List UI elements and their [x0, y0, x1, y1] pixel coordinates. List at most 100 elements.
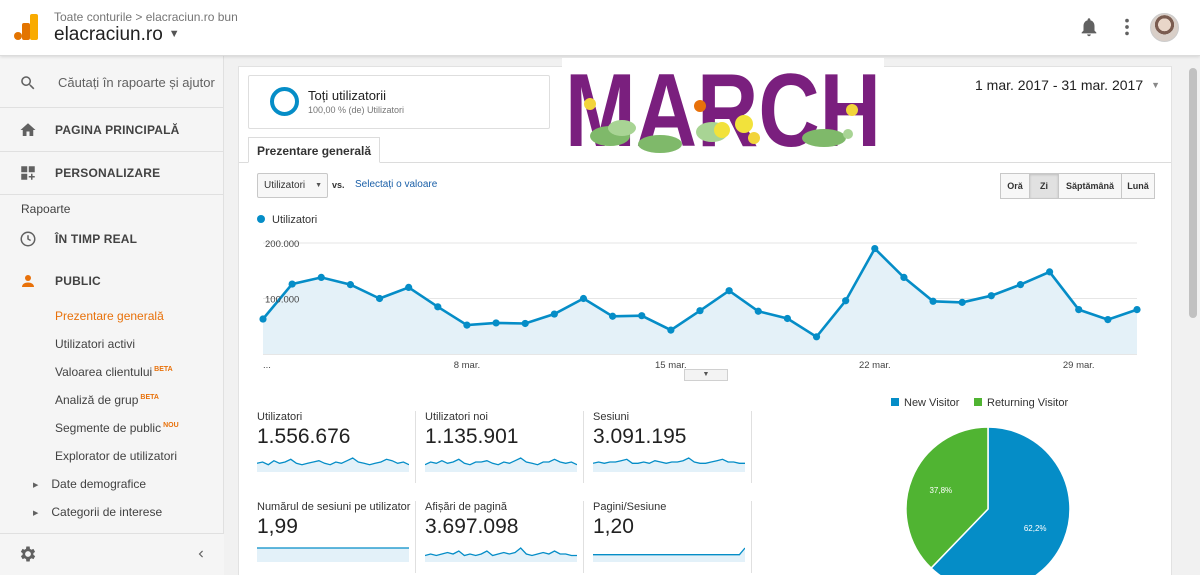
visitor-type-pie-chart: 62,2% 37,8%: [905, 426, 1071, 575]
pie-slice[interactable]: [905, 426, 989, 570]
scorecard[interactable]: Numărul de sesiuni pe utilizator 1,99: [257, 501, 417, 575]
date-range-label: 1 mar. 2017 - 31 mar. 2017: [975, 77, 1144, 93]
sidebar-subitem-lifetime-value[interactable]: Valoarea clientului BETA: [55, 365, 173, 379]
data-point: [754, 307, 762, 315]
chevron-left-icon[interactable]: [194, 546, 208, 562]
scorecard-label: Pagini/Sesiune: [593, 501, 667, 513]
data-point: [317, 273, 325, 282]
chart-toggle-button[interactable]: ▼: [684, 369, 728, 381]
sidebar-subitem-user-explorer[interactable]: Explorator de utilizatori: [55, 449, 178, 463]
chevron-down-icon: ▼: [315, 182, 322, 189]
page-scrollbar[interactable]: [1186, 56, 1200, 575]
metric-select[interactable]: Utilizatori ▼: [257, 173, 328, 198]
new-badge: NOU: [163, 422, 179, 429]
search-placeholder: Căutați în rapoarte și ajutor: [58, 75, 215, 90]
analytics-logo-icon[interactable]: [14, 14, 38, 40]
scorecard-label: Sesiuni: [593, 411, 630, 423]
scorecard-sparkline: [425, 457, 577, 472]
search-icon: [21, 76, 35, 90]
data-point: [1133, 306, 1141, 314]
data-point: [667, 326, 675, 334]
data-point: [783, 314, 792, 323]
pie-legend-returning[interactable]: Returning Visitor: [974, 397, 1068, 409]
x-tick-label: 15 mar.: [655, 360, 687, 371]
x-tick-label: 8 mar.: [454, 360, 480, 371]
sparkline-line: [425, 457, 577, 466]
sparkline-area: [257, 548, 409, 562]
pie-legend-new[interactable]: New Visitor: [891, 397, 959, 409]
data-point: [1046, 268, 1054, 276]
account-selector[interactable]: elacraciun.ro ▼: [54, 24, 180, 46]
scorecard-value: 1.135.901: [425, 425, 519, 448]
data-point: [812, 333, 821, 341]
scorecard[interactable]: Utilizatori noi 1.135.901: [425, 411, 585, 489]
sparkline-line: [593, 547, 745, 556]
tab-strip: [239, 162, 1171, 163]
data-point: [638, 312, 646, 320]
avatar[interactable]: [1150, 13, 1179, 42]
sidebar-item-realtime[interactable]: ÎN TIMP REAL: [0, 218, 224, 260]
pie-slice-label: 37,8%: [929, 486, 952, 495]
sparkline-area: [425, 548, 577, 562]
segment-selector[interactable]: Toți utilizatorii 100,00 % (de) Utilizat…: [248, 75, 550, 129]
sidebar-subitem-label: Segmente de public: [55, 421, 162, 435]
person-icon: [22, 275, 34, 287]
series-legend-label[interactable]: Utilizatori: [272, 214, 318, 226]
data-point: [1075, 306, 1083, 314]
sidebar-search[interactable]: Căutați în rapoarte și ajutor: [0, 56, 224, 108]
sidebar-item-label: PAGINA PRINCIPALĂ: [55, 123, 180, 137]
sidebar-subitem-overview[interactable]: Prezentare generală: [55, 309, 164, 323]
sidebar-item-home[interactable]: PAGINA PRINCIPALĂ: [0, 109, 224, 151]
banner-title: MARCH: [565, 58, 881, 162]
scorecard-label: Utilizatori: [257, 411, 303, 423]
data-point: [463, 321, 471, 329]
sparkline-area: [257, 458, 409, 472]
date-range-picker[interactable]: 1 mar. 2017 - 31 mar. 2017 ▼: [975, 77, 1160, 93]
sidebar-subitem-label: Valoarea clientului: [55, 365, 153, 379]
account-name: elacraciun.ro: [54, 24, 163, 45]
scorecard-sparkline: [593, 457, 745, 472]
home-icon: [20, 123, 36, 136]
sidebar: Căutați în rapoarte și ajutor PAGINA PRI…: [0, 56, 224, 575]
scorecard-value: 3.091.195: [593, 425, 687, 448]
select-comparison-link[interactable]: Selectați o valoare: [355, 179, 438, 190]
sidebar-subitem-cohort[interactable]: Analiză de grup BETA: [55, 393, 159, 407]
sidebar-item-audience[interactable]: PUBLIC: [0, 260, 224, 302]
scorecard[interactable]: Afișări de pagină 3.697.098: [425, 501, 585, 575]
sidebar-subitem-label: Date demografice: [51, 477, 147, 491]
chevron-down-icon: ▼: [168, 28, 180, 40]
data-point: [1016, 281, 1025, 289]
period-hour-button[interactable]: Oră: [1000, 173, 1030, 199]
clock-icon: [20, 231, 36, 247]
data-point: [696, 307, 704, 315]
sidebar-subitem-interests[interactable]: ▶ Categorii de interese: [33, 505, 162, 519]
sidebar-item-customization[interactable]: PERSONALIZARE: [0, 152, 224, 194]
tab-overview[interactable]: Prezentare generală: [248, 137, 381, 163]
scrollbar-thumb[interactable]: [1189, 68, 1197, 318]
scorecard[interactable]: Utilizatori 1.556.676: [257, 411, 417, 489]
divider: [751, 411, 752, 483]
data-point: [521, 319, 529, 328]
scorecard-sparkline: [257, 547, 409, 562]
more-vert-icon[interactable]: [1116, 16, 1138, 38]
period-week-button[interactable]: Săptămână: [1058, 173, 1122, 199]
bell-icon[interactable]: [1078, 16, 1100, 38]
scorecard[interactable]: Pagini/Sesiune 1,20: [593, 501, 753, 575]
gear-icon[interactable]: [18, 544, 38, 564]
data-point: [958, 298, 966, 306]
scorecard[interactable]: Sesiuni 3.091.195: [593, 411, 753, 489]
breadcrumb[interactable]: Toate conturile > elacraciun.ro bun: [54, 10, 238, 24]
sparkline-line: [257, 457, 409, 466]
sidebar-subitem-active-users[interactable]: Utilizatori activi: [55, 337, 136, 351]
data-point: [725, 287, 733, 295]
sidebar-subitem-segments[interactable]: Segmente de public NOU: [55, 421, 179, 435]
period-day-button[interactable]: Zi: [1029, 173, 1059, 199]
data-point: [550, 310, 558, 318]
period-month-button[interactable]: Lună: [1121, 173, 1155, 199]
data-point: [288, 280, 296, 288]
pie-legend-label: Returning Visitor: [987, 397, 1069, 409]
sidebar-subitem-demographics[interactable]: ▶ Date demografice: [33, 477, 146, 491]
y-tick-label: 100.000: [265, 295, 299, 306]
dashboard-customize-icon: [21, 166, 35, 180]
pie-slice[interactable]: [930, 426, 1071, 575]
